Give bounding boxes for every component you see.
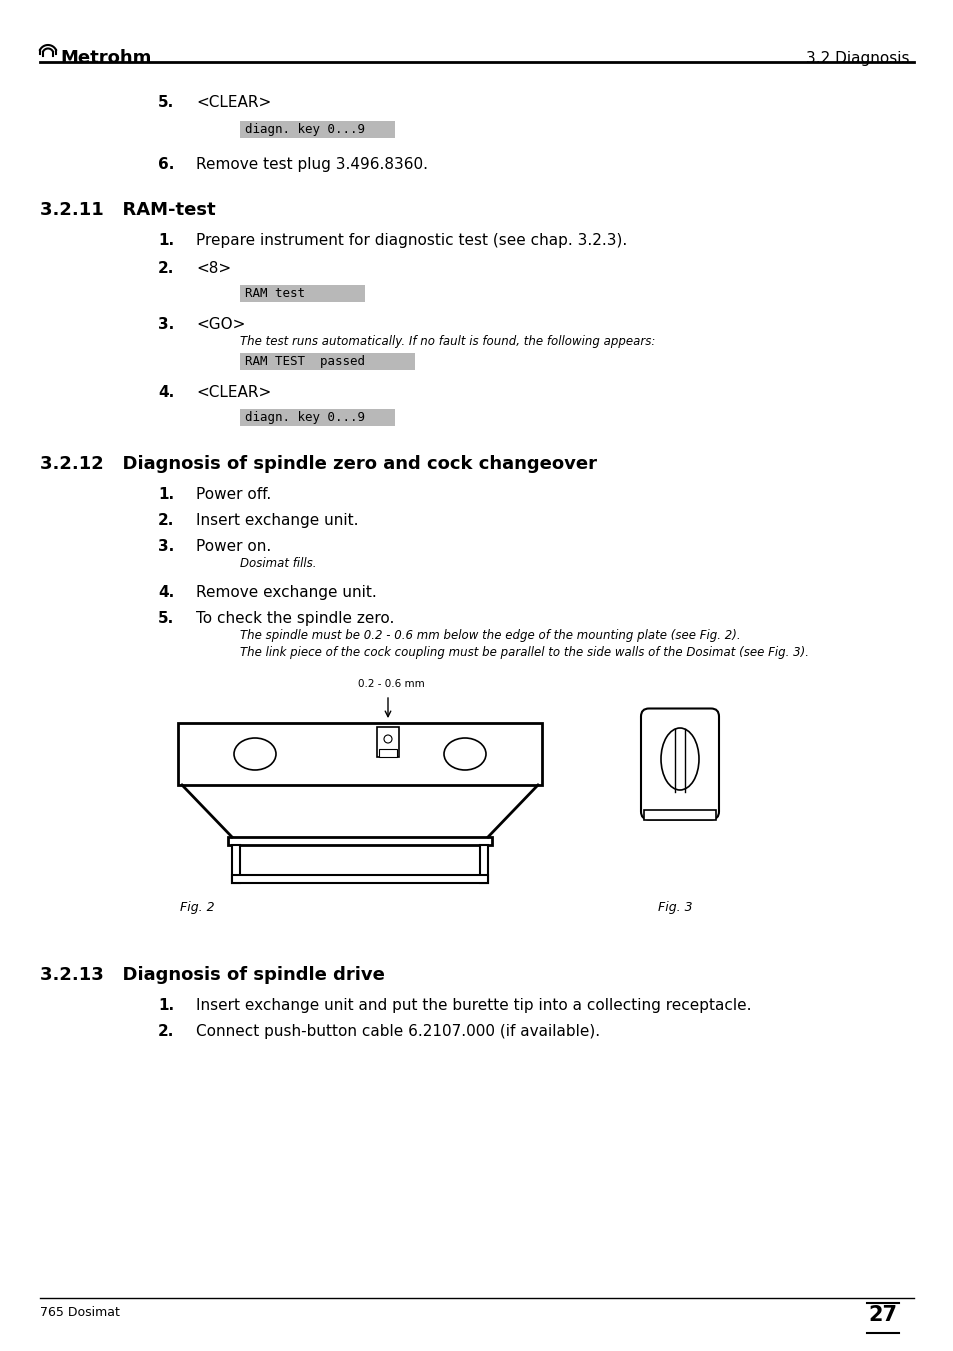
Text: Remove test plug 3.496.8360.: Remove test plug 3.496.8360. bbox=[195, 157, 428, 172]
Text: 2.: 2. bbox=[158, 261, 174, 276]
Text: 5.: 5. bbox=[158, 611, 174, 626]
Text: 3.2.13   Diagnosis of spindle drive: 3.2.13 Diagnosis of spindle drive bbox=[40, 966, 384, 984]
Text: To check the spindle zero.: To check the spindle zero. bbox=[195, 611, 394, 626]
Text: Power on.: Power on. bbox=[195, 539, 271, 554]
Bar bbox=[643, 809, 716, 820]
Text: Insert exchange unit.: Insert exchange unit. bbox=[195, 513, 358, 528]
Text: 3.2 Diagnosis: 3.2 Diagnosis bbox=[805, 50, 909, 65]
Text: <CLEAR>: <CLEAR> bbox=[195, 95, 271, 109]
Text: Dosimat fills.: Dosimat fills. bbox=[240, 557, 316, 570]
Text: Insert exchange unit and put the burette tip into a collecting receptacle.: Insert exchange unit and put the burette… bbox=[195, 998, 751, 1013]
Bar bbox=[479, 844, 488, 884]
Text: 2.: 2. bbox=[158, 513, 174, 528]
Bar bbox=[232, 844, 240, 884]
Text: 3.2.12   Diagnosis of spindle zero and cock changeover: 3.2.12 Diagnosis of spindle zero and coc… bbox=[40, 455, 597, 473]
Text: Metrohm: Metrohm bbox=[60, 49, 152, 68]
Text: The spindle must be 0.2 - 0.6 mm below the edge of the mounting plate (see Fig. : The spindle must be 0.2 - 0.6 mm below t… bbox=[240, 630, 740, 642]
Text: 27: 27 bbox=[867, 1305, 897, 1325]
Text: diagn. key 0...9: diagn. key 0...9 bbox=[245, 411, 365, 424]
Bar bbox=[240, 353, 415, 370]
Text: 0.2 - 0.6 mm: 0.2 - 0.6 mm bbox=[357, 680, 424, 689]
Text: 6.: 6. bbox=[158, 157, 174, 172]
Text: 3.: 3. bbox=[158, 317, 174, 332]
Ellipse shape bbox=[233, 738, 275, 770]
Text: <GO>: <GO> bbox=[195, 317, 245, 332]
Bar bbox=[228, 838, 492, 844]
Text: Fig. 3: Fig. 3 bbox=[658, 901, 692, 915]
Text: The link piece of the cock coupling must be parallel to the side walls of the Do: The link piece of the cock coupling must… bbox=[240, 646, 808, 659]
Bar bbox=[240, 122, 395, 138]
Bar bbox=[378, 748, 396, 757]
Bar bbox=[240, 409, 395, 426]
Text: Fig. 2: Fig. 2 bbox=[180, 901, 214, 915]
Text: RAM TEST  passed: RAM TEST passed bbox=[245, 355, 365, 367]
Bar bbox=[178, 723, 541, 785]
Text: <CLEAR>: <CLEAR> bbox=[195, 385, 271, 400]
Ellipse shape bbox=[384, 735, 392, 743]
Text: 4.: 4. bbox=[158, 585, 174, 600]
Text: 1.: 1. bbox=[158, 232, 174, 249]
Text: Prepare instrument for diagnostic test (see chap. 3.2.3).: Prepare instrument for diagnostic test (… bbox=[195, 232, 626, 249]
Text: 3.2.11   RAM-test: 3.2.11 RAM-test bbox=[40, 201, 215, 219]
Text: RAM test: RAM test bbox=[245, 286, 305, 300]
Text: 5.: 5. bbox=[158, 95, 174, 109]
Text: Power off.: Power off. bbox=[195, 486, 271, 503]
Bar bbox=[240, 285, 365, 303]
Text: 3.: 3. bbox=[158, 539, 174, 554]
Ellipse shape bbox=[443, 738, 485, 770]
Bar bbox=[376, 727, 398, 757]
Text: 1.: 1. bbox=[158, 998, 174, 1013]
Text: 1.: 1. bbox=[158, 486, 174, 503]
Text: 2.: 2. bbox=[158, 1024, 174, 1039]
Text: 765 Dosimat: 765 Dosimat bbox=[40, 1306, 120, 1319]
Ellipse shape bbox=[660, 728, 699, 790]
Text: 4.: 4. bbox=[158, 385, 174, 400]
Bar bbox=[232, 875, 488, 884]
Text: The test runs automatically. If no fault is found, the following appears:: The test runs automatically. If no fault… bbox=[240, 335, 655, 349]
Text: <8>: <8> bbox=[195, 261, 231, 276]
Text: Remove exchange unit.: Remove exchange unit. bbox=[195, 585, 376, 600]
Text: diagn. key 0...9: diagn. key 0...9 bbox=[245, 123, 365, 136]
Text: Connect push-button cable 6.2107.000 (if available).: Connect push-button cable 6.2107.000 (if… bbox=[195, 1024, 599, 1039]
FancyBboxPatch shape bbox=[640, 708, 719, 820]
